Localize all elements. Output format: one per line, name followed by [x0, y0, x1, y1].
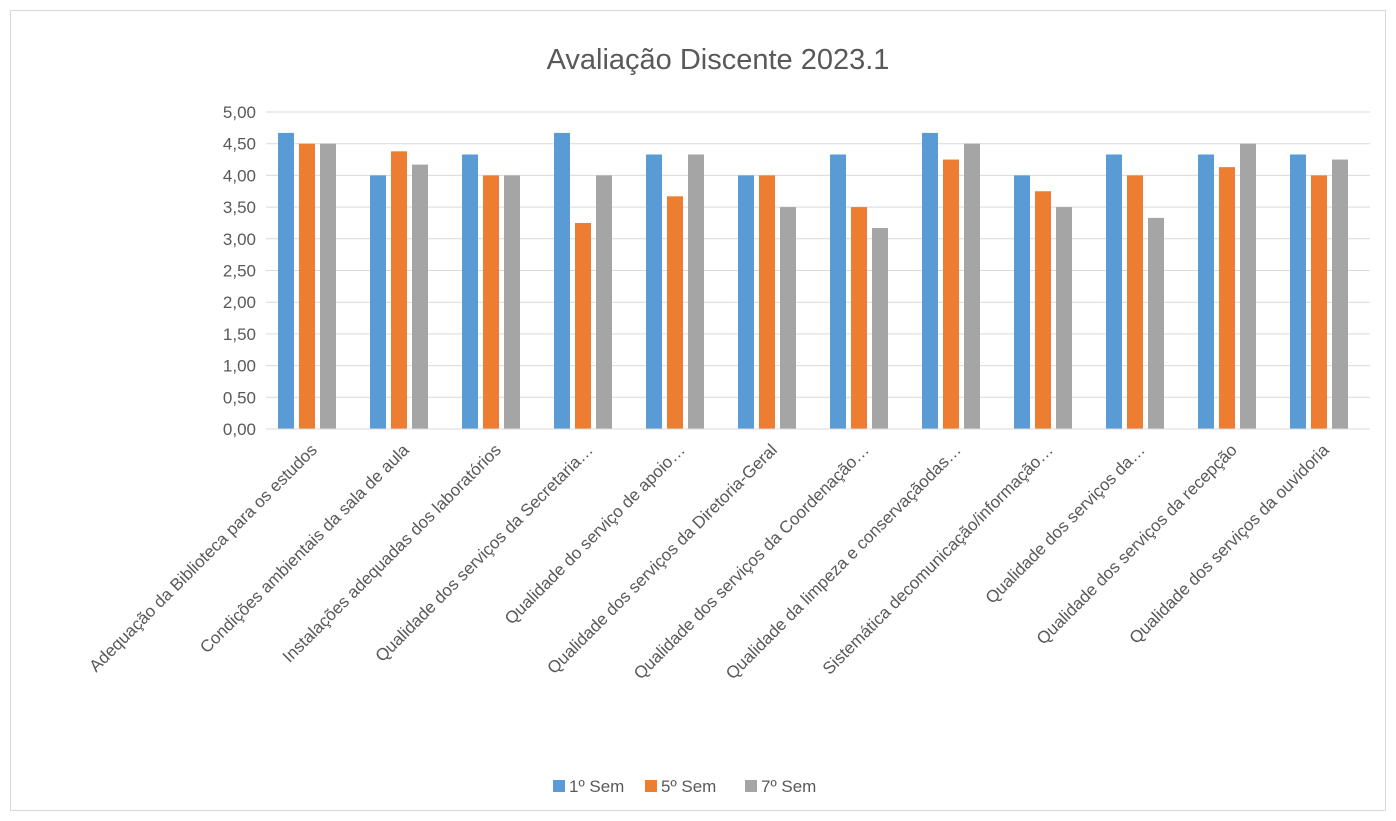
bars — [278, 132, 1348, 430]
bar-2-10 — [1127, 175, 1143, 429]
y-tick-label: 2,00 — [223, 293, 256, 312]
bar-1-3 — [462, 154, 478, 429]
y-tick-label: 2,50 — [223, 262, 256, 281]
y-tick-label: 1,00 — [223, 357, 256, 376]
legend-swatch — [645, 780, 657, 792]
bar-3-7 — [872, 228, 888, 429]
bar-chart: Avaliação Discente 2023.1 0,00 0,50 1,00 1,… — [86, 44, 1370, 796]
bar-3-9 — [1056, 207, 1072, 429]
bar-1-5 — [646, 154, 662, 429]
bar-1-9 — [1014, 175, 1030, 429]
bar-3-6 — [780, 207, 796, 429]
bar-2-12 — [1311, 175, 1327, 429]
bar-2-8 — [943, 159, 959, 430]
bar-2-5 — [667, 196, 683, 429]
bar-2-7 — [851, 207, 867, 429]
x-axis: Adequação da Biblioteca para os estudosC… — [86, 428, 1370, 683]
bar-3-12 — [1332, 159, 1348, 430]
legend-label: 1º Sem — [569, 777, 624, 796]
y-tick-label: 3,00 — [223, 230, 256, 249]
bar-2-1 — [299, 143, 315, 429]
legend-item: 1º Sem — [553, 777, 624, 796]
x-tick-label: Qualidade do serviço de apoio… — [501, 440, 689, 628]
bar-2-2 — [391, 151, 407, 430]
legend: 1º Sem 5º Sem 7º Sem — [553, 777, 816, 796]
legend-swatch — [553, 780, 565, 792]
y-axis: 0,00 0,50 1,00 1,50 2,00 2,50 3,00 3,50 4,00 4,50… — [223, 103, 256, 439]
legend-item: 7º Sem — [745, 777, 816, 796]
legend-item: 5º Sem — [645, 777, 716, 796]
bar-2-4 — [575, 222, 591, 429]
y-tick-label: 3,50 — [223, 198, 256, 217]
legend-label: 7º Sem — [761, 777, 816, 796]
bar-2-6 — [759, 175, 775, 429]
bar-3-3 — [504, 175, 520, 429]
bar-1-12 — [1290, 154, 1306, 429]
y-tick-label: 1,50 — [223, 325, 256, 344]
bar-1-2 — [370, 175, 386, 429]
bar-1-11 — [1198, 154, 1214, 429]
bar-1-4 — [554, 132, 570, 429]
gridlines — [266, 111, 1370, 430]
legend-label: 5º Sem — [661, 777, 716, 796]
y-tick-label: 0,00 — [223, 420, 256, 439]
x-tick-label: Condições ambientais da sala de aula — [196, 440, 413, 657]
bar-3-10 — [1148, 217, 1164, 429]
y-tick-label: 4,00 — [223, 166, 256, 185]
bar-3-8 — [964, 143, 980, 429]
bar-2-11 — [1219, 167, 1235, 429]
bar-2-9 — [1035, 191, 1051, 429]
bar-3-11 — [1240, 143, 1256, 429]
bar-1-6 — [738, 175, 754, 429]
y-tick-label: 5,00 — [223, 103, 256, 122]
chart-area: Avaliação Discente 2023.1 0,00 0,50 1,00 1,… — [10, 10, 1386, 811]
bar-3-5 — [688, 154, 704, 429]
chart-title: Avaliação Discente 2023.1 — [547, 44, 890, 76]
bar-3-4 — [596, 175, 612, 429]
legend-swatch — [745, 780, 757, 792]
bar-3-2 — [412, 164, 428, 429]
bar-1-8 — [922, 132, 938, 429]
x-tick-label: Qualidade dos serviços da recepção — [1033, 440, 1241, 648]
bar-1-10 — [1106, 154, 1122, 429]
bar-1-7 — [830, 154, 846, 429]
bar-3-1 — [320, 143, 336, 429]
x-tick-label: Qualidade dos serviços da… — [982, 440, 1149, 607]
y-tick-label: 0,50 — [223, 388, 256, 407]
bar-1-1 — [278, 132, 294, 429]
bar-2-3 — [483, 175, 499, 429]
y-tick-label: 4,50 — [223, 135, 256, 154]
x-tick-label: Qualidade dos serviços da ouvidoria — [1126, 440, 1334, 648]
